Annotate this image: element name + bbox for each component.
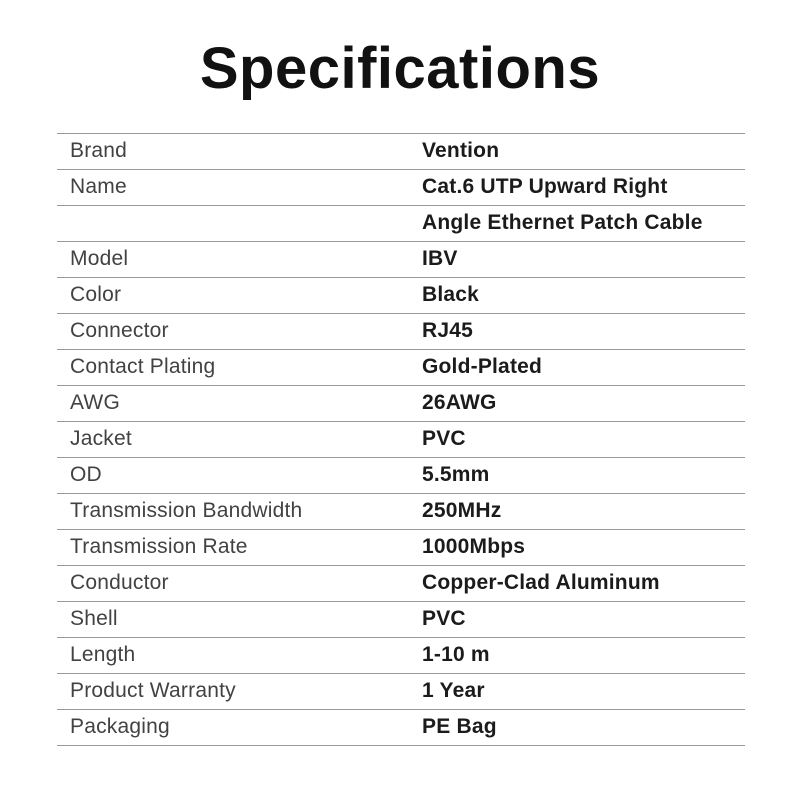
spec-value: Cat.6 UTP Upward Right: [422, 175, 668, 199]
spec-value: PE Bag: [422, 715, 497, 739]
spec-label: Transmission Bandwidth: [70, 499, 303, 523]
spec-label: Conductor: [70, 571, 169, 595]
spec-value: 250MHz: [422, 499, 502, 523]
spec-row-jacket: Jacket PVC: [57, 422, 745, 458]
spec-label: Name: [70, 175, 127, 199]
spec-value: PVC: [422, 607, 466, 631]
spec-row-connector: Connector RJ45: [57, 314, 745, 350]
page-title: Specifications: [199, 36, 601, 101]
spec-row-name: Name Cat.6 UTP Upward Right: [57, 170, 745, 206]
spec-row-od: OD 5.5mm: [57, 458, 745, 494]
spec-label: Color: [70, 283, 122, 307]
spec-value: 1-10 m: [422, 643, 490, 667]
spec-label: OD: [70, 463, 102, 487]
spec-value: 1 Year: [422, 679, 485, 703]
spec-row-name-continued: Angle Ethernet Patch Cable: [57, 206, 745, 242]
spec-row-conductor: Conductor Copper-Clad Aluminum: [57, 566, 745, 602]
spec-row-transmission-rate: Transmission Rate 1000Mbps: [57, 530, 745, 566]
spec-value: RJ45: [422, 319, 474, 343]
spec-label: Packaging: [70, 715, 170, 739]
spec-row-color: Color Black: [57, 278, 745, 314]
spec-label: AWG: [70, 391, 120, 415]
spec-label: Jacket: [70, 427, 132, 451]
spec-row-length: Length 1-10 m: [57, 638, 745, 674]
spec-value: IBV: [422, 247, 458, 271]
spec-value: Black: [422, 283, 480, 307]
spec-value: 26AWG: [422, 391, 497, 415]
spec-row-packaging: Packaging PE Bag: [57, 710, 745, 746]
spec-row-brand: Brand Vention: [57, 134, 745, 170]
spec-label: Contact Plating: [70, 355, 216, 379]
spec-label: Shell: [70, 607, 118, 631]
spec-label: Model: [70, 247, 129, 271]
spec-row-shell: Shell PVC: [57, 602, 745, 638]
spec-value: PVC: [422, 427, 466, 451]
spec-label: Length: [70, 643, 136, 667]
spec-row-contact-plating: Contact Plating Gold-Plated: [57, 350, 745, 386]
spec-value: Copper-Clad Aluminum: [422, 571, 660, 595]
spec-value: Angle Ethernet Patch Cable: [422, 211, 703, 235]
spec-row-model: Model IBV: [57, 242, 745, 278]
spec-label: Connector: [70, 319, 169, 343]
spec-value: 5.5mm: [422, 463, 490, 487]
spec-label: Product Warranty: [70, 679, 236, 703]
spec-table: Brand Vention Name Cat.6 UTP Upward Righ…: [57, 132, 745, 746]
spec-label: Transmission Rate: [70, 535, 248, 559]
spec-value: Vention: [422, 139, 500, 163]
spec-row-awg: AWG 26AWG: [57, 386, 745, 422]
spec-value: Gold-Plated: [422, 355, 543, 379]
spec-value: 1000Mbps: [422, 535, 526, 559]
spec-row-product-warranty: Product Warranty 1 Year: [57, 674, 745, 710]
spec-row-transmission-bandwidth: Transmission Bandwidth 250MHz: [57, 494, 745, 530]
spec-label: Brand: [70, 139, 128, 163]
